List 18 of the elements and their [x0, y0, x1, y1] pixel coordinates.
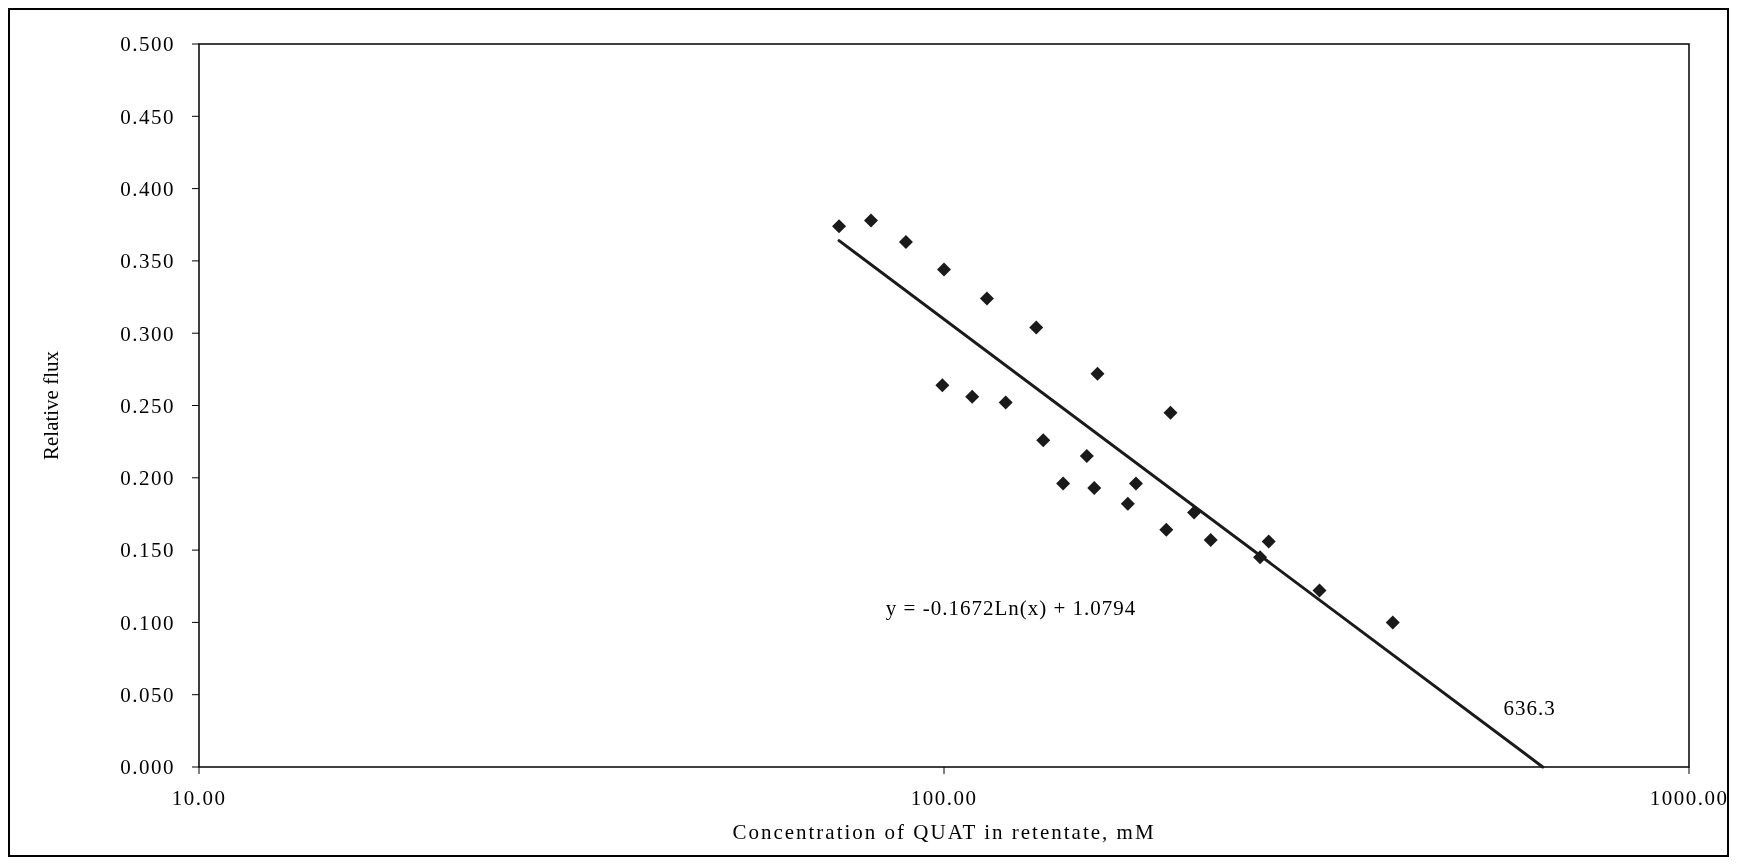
y-tick-label: 0.000 — [120, 755, 175, 780]
y-tick-label: 0.450 — [120, 104, 175, 129]
y-tick-label: 0.350 — [120, 249, 175, 274]
x-tick-label: 100.00 — [910, 786, 978, 810]
x-tick-label: 1000.00 — [1649, 786, 1729, 810]
x-axis-title: Concentration of QUAT in retentate, mM — [732, 820, 1156, 844]
annotation: y = -0.1672Ln(x) + 1.0794 — [885, 596, 1137, 621]
y-tick-label: 0.300 — [120, 321, 175, 346]
y-tick-label: 0.400 — [120, 176, 175, 201]
annotation: 636.3 — [1503, 695, 1556, 720]
y-tick-label: 0.100 — [120, 610, 175, 635]
y-tick-label: 0.050 — [120, 683, 175, 708]
y-tick-label: 0.150 — [120, 538, 175, 563]
x-tick-label: 10.00 — [171, 786, 227, 810]
y-tick-label: 0.200 — [120, 466, 175, 491]
y-tick-label: 0.500 — [120, 32, 175, 57]
y-axis-title: Relative flux — [39, 350, 63, 461]
y-tick-label: 0.250 — [120, 393, 175, 418]
